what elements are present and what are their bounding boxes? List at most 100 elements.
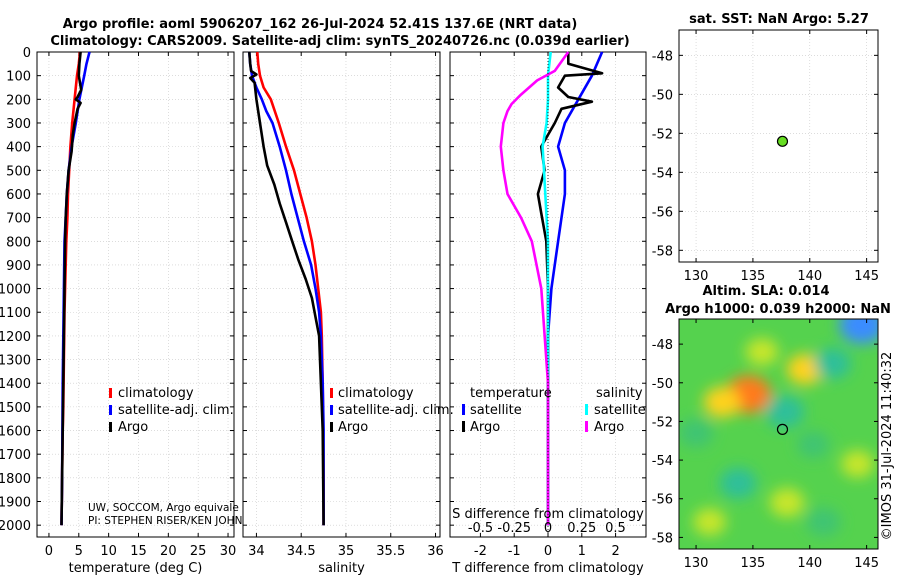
y-tick-label: 300 [6, 117, 31, 132]
salinity-profile-xlabel: salinity [318, 561, 365, 576]
temperature-legend: climatology satellite-adj. clim. Argo [109, 386, 234, 435]
y-tick-label: 500 [6, 164, 31, 179]
map-x-tick-label: 140 [797, 556, 822, 571]
sla-heatmap [679, 319, 878, 549]
x-tick-label: 0 [544, 544, 552, 559]
x-tick-label: 10 [100, 544, 117, 559]
legend3-sal-satellite-swatch [585, 404, 588, 415]
sla-blob [693, 508, 727, 536]
sla-blob [765, 395, 805, 429]
sst-panel-title: sat. SST: NaN Argo: 5.27 [689, 12, 869, 27]
legend2-climatology-label: climatology [338, 386, 414, 401]
x-tick-label: 20 [160, 544, 177, 559]
y-tick-label: 1200 [0, 330, 31, 345]
legend3-sal-argo-label: Argo [594, 420, 624, 435]
x-tick-label: 25 [190, 544, 207, 559]
legend-satellite-swatch [109, 405, 112, 415]
y-tick-label: 600 [6, 188, 31, 203]
x-tick-label: 34 [248, 544, 265, 559]
sla-panel-title1: Altim. SLA: 0.014 [703, 284, 830, 299]
y-tick-label: 1700 [0, 448, 31, 463]
sla-blob [679, 418, 714, 448]
x-tick-label: 30 [220, 544, 237, 559]
x-tick-label: 35 [338, 544, 355, 559]
imos-watermark: ©IMOS 31-Jul-2024 11:40:32 [880, 352, 895, 541]
sla-blob [703, 386, 741, 418]
map-x-tick-label: 145 [854, 269, 879, 284]
difference-top-xlabel: S difference from climatology [452, 507, 644, 522]
y-tick-label: 2000 [0, 519, 31, 534]
map-x-tick-label: 140 [797, 269, 822, 284]
map-y-tick-label: -56 [652, 493, 673, 508]
sla-blob [745, 338, 779, 366]
x-tick-label: 2 [611, 544, 619, 559]
map-x-tick-label: 135 [741, 269, 766, 284]
map-x-tick-label: 130 [684, 269, 709, 284]
y-tick-label: 1800 [0, 472, 31, 487]
sla-panel-title2: Argo h1000: 0.039 h2000: NaN [665, 302, 891, 317]
sla-blob [769, 488, 805, 518]
map-y-tick-label: -48 [652, 49, 673, 64]
sla-blob [814, 348, 851, 379]
legend3-temp-satellite-label: satellite [470, 403, 522, 418]
y-tick-label: 1300 [0, 354, 31, 369]
top-x-tick-label: -0.5 [468, 521, 493, 536]
salinity-legend: climatology satellite-adj. clim. Argo [330, 386, 454, 435]
legend-climatology-label: climatology [118, 386, 194, 401]
y-tick-label: 1900 [0, 496, 31, 511]
legend-climatology-swatch [109, 388, 112, 398]
y-tick-label: 800 [6, 235, 31, 250]
float-position-marker [776, 135, 789, 147]
legend2-argo-label: Argo [338, 420, 368, 435]
difference-profile-xlabel: T difference from climatology [451, 561, 644, 576]
sla-blob [796, 431, 830, 459]
sla-anomaly-field [679, 319, 878, 537]
map-y-tick-label: -50 [652, 377, 673, 392]
top-x-tick-label: -0.25 [497, 521, 531, 536]
sla-blob [719, 467, 757, 499]
map-y-tick-label: -56 [652, 205, 673, 220]
figure-title-line2: Climatology: CARS2009. Satellite-adj cli… [50, 34, 629, 49]
difference-legend: temperature salinity satellite Argo sate… [462, 386, 646, 435]
x-tick-label: 36 [427, 544, 444, 559]
x-tick-label: -2 [474, 544, 487, 559]
salinity-profile-frame [242, 51, 441, 538]
map-y-tick-label: -52 [652, 415, 673, 430]
credits-line1: UW, SOCCOM, Argo equivale [88, 502, 239, 514]
salinity-profile-series-argo [248, 51, 325, 526]
top-x-tick-label: 0.5 [605, 521, 626, 536]
figure-title-line1: Argo profile: aoml 5906207_162 26-Jul-20… [63, 17, 578, 32]
y-tick-label: 1400 [0, 377, 31, 392]
legend-satellite-label: satellite-adj. clim. [118, 403, 234, 418]
map-y-tick-label: -54 [652, 166, 673, 181]
legend3-temp-satellite-swatch [462, 404, 465, 415]
x-tick-label: -1 [508, 544, 521, 559]
sla-blob [841, 450, 874, 478]
temperature-profile-series-argo [60, 51, 83, 526]
credits-line2: PI: STEPHEN RISER/KEN JOHN [88, 515, 242, 527]
map-y-tick-label: -50 [652, 88, 673, 103]
map-x-tick-label: 145 [854, 556, 879, 571]
float-position-marker [776, 423, 789, 435]
sst-map-frame [678, 29, 879, 263]
legend2-satellite-swatch [330, 405, 333, 415]
temperature-profile-xlabel: temperature (deg C) [69, 561, 203, 576]
legend3-sal-satellite-label: satellite [594, 403, 646, 418]
legend3-temp-argo-label: Argo [470, 420, 500, 435]
x-tick-label: 5 [75, 544, 83, 559]
y-tick-label: 400 [6, 141, 31, 156]
legend3-temp-argo-swatch [462, 421, 465, 432]
y-tick-label: 1000 [0, 283, 31, 298]
legend-argo-label: Argo [118, 420, 148, 435]
x-tick-label: 34.5 [287, 544, 316, 559]
y-tick-label: 0 [23, 46, 31, 61]
difference-profile-series-salinity-satellite [541, 51, 552, 526]
legend2-argo-swatch [330, 422, 333, 432]
difference-profile-series-salinity-argo [499, 51, 570, 526]
legend2-climatology-swatch [330, 388, 333, 398]
y-tick-label: 900 [6, 259, 31, 274]
map-y-tick-label: -58 [652, 531, 673, 546]
legend2-satellite-label: satellite-adj. clim. [338, 403, 454, 418]
top-x-tick-label: 0 [544, 521, 552, 536]
map-y-tick-label: -52 [652, 127, 673, 142]
